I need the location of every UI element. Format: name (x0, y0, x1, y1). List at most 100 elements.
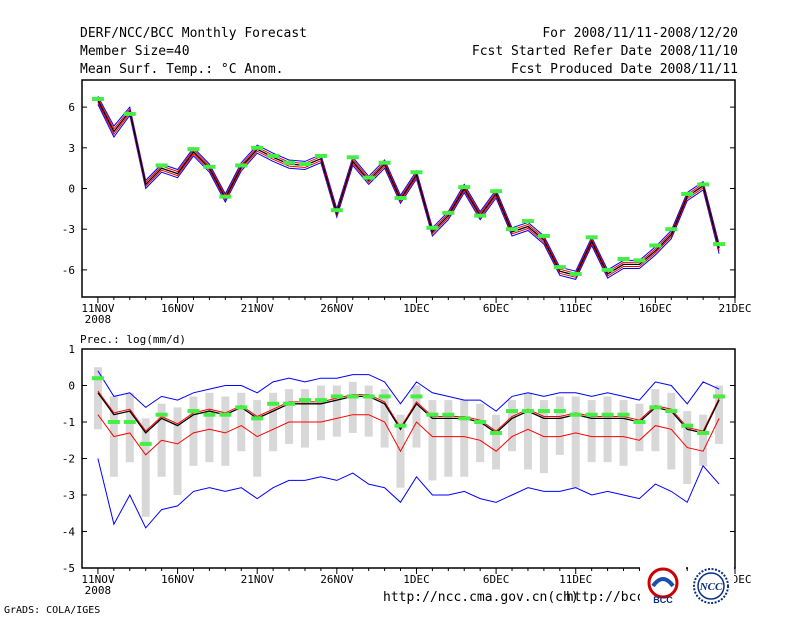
panel2-box-bar (587, 400, 596, 463)
panel1-obs-marker (426, 225, 439, 230)
panel2-box-bar (460, 400, 469, 477)
panel2-obs-marker (569, 412, 582, 417)
bcc-logo-swirl (651, 577, 675, 588)
panel2-obs-marker (458, 416, 471, 421)
panel1-obs-marker (601, 267, 614, 272)
panel2-y-tick-label: -3 (62, 489, 75, 502)
panel1-y-tick-label: 3 (68, 142, 75, 155)
panel2-obs-marker (490, 430, 503, 435)
panel2-box-bar (555, 396, 564, 455)
panel2-box-bar (205, 392, 214, 463)
panel2-obs-marker (123, 420, 136, 424)
panel2-box-bar (715, 385, 724, 444)
panel2-obs-marker (155, 412, 168, 417)
panel2-box-bar (492, 414, 501, 470)
panel1-obs-marker (219, 194, 232, 199)
panel2-obs-marker (362, 394, 375, 399)
panel1-obs-marker (283, 160, 296, 165)
panel2-obs-marker (713, 394, 726, 399)
panel2-obs-marker (426, 412, 439, 417)
panel2-obs-marker (314, 398, 327, 403)
panel1-x-tick-label: 21DEC (718, 302, 751, 315)
panel1-obs-marker (633, 258, 646, 263)
panel1-obs-marker (267, 153, 280, 158)
panel2-obs-marker (585, 412, 598, 417)
panel1-obs-marker (362, 175, 375, 180)
panel2-obs-marker (187, 409, 200, 414)
bcc-logo-ring (647, 567, 679, 599)
panel1-lower-bound-line (97, 104, 720, 280)
panel2-mean-line (97, 392, 720, 434)
panel2-box-bar (316, 385, 325, 441)
grads-credit: GrADS: COLA/IGES (4, 605, 101, 616)
panel2-obs-marker (410, 394, 423, 399)
panel2-obs-marker (537, 409, 550, 414)
panel2-obs-marker (553, 409, 566, 414)
panel1-y-tick-label: 6 (68, 101, 75, 114)
panel2-box-bar (603, 396, 612, 463)
panel1-obs-marker (617, 257, 630, 262)
panel2-box-bar (125, 392, 134, 463)
panel2-obs-marker (283, 401, 296, 406)
panel2-box-bar (508, 400, 517, 452)
panel1-obs-marker (521, 219, 534, 224)
panel1-x-tick-label: 11NOV (81, 302, 114, 315)
panel2-box-bar (93, 367, 102, 430)
panel2-box-bar (269, 392, 278, 452)
ncc-logo-text: NCC (699, 581, 723, 593)
panel2-box-bar (221, 396, 230, 466)
panel1-obs-marker (506, 227, 519, 232)
panel1-obs-marker (298, 162, 311, 167)
panel2-low-line (97, 414, 720, 456)
panel2-y-tick-label: -2 (62, 453, 75, 466)
panel1-obs-marker (681, 191, 694, 196)
panel2-y-tick-label: 0 (68, 380, 75, 393)
panel2-box-bar (412, 385, 421, 448)
panel2-obs-marker (601, 412, 614, 417)
panel2-box-bar (523, 392, 532, 470)
panel2-x-tick-label: 6DEC (483, 573, 510, 586)
member-size: Member Size=40 (80, 44, 190, 59)
panel2-obs-marker (442, 412, 455, 417)
panel1-obs-marker (330, 208, 343, 213)
panel2-box-bar (173, 407, 182, 495)
panel2-box-bar (571, 396, 580, 488)
forecast-start-date: Fcst Started Refer Date 2008/11/10 (471, 44, 738, 59)
panel2-obs-marker (697, 430, 710, 435)
panel1-obs-marker (91, 96, 104, 101)
panel2-max-line (97, 370, 720, 412)
forecast-period: For 2008/11/11-2008/12/20 (542, 26, 738, 41)
panel1-obs-marker (203, 164, 216, 169)
variable-label: Mean Surf. Temp.: °C Anom. (80, 62, 284, 77)
panel1-obs-marker (713, 242, 726, 247)
panel1-obs-marker (490, 189, 503, 194)
panel2-box-bar (667, 392, 676, 470)
panel2-title: Prec.: log(mm/d) (80, 333, 186, 346)
panel2-y-tick-label: -4 (62, 526, 76, 539)
panel2-obs-marker (474, 420, 487, 424)
panel1-obs-marker (553, 265, 566, 270)
panel1-x-tick-label: 1DEC (403, 302, 430, 315)
panel2-x-tick-label: 21NOV (241, 573, 274, 586)
panel2-obs-marker (330, 394, 343, 399)
bcc-logo: BCC (640, 566, 686, 606)
panel2-x-tick-label: 11DEC (559, 573, 592, 586)
panel1-obs-marker (537, 233, 550, 238)
panel2-y-tick-label: 1 (68, 343, 75, 356)
panel1-obs-marker (235, 163, 248, 168)
panel1-mean-line (97, 100, 720, 277)
panel2-obs-marker (649, 405, 662, 410)
panel2-obs-marker (378, 394, 391, 399)
panel1-upper-bound-line (97, 96, 720, 272)
ncc-logo: NCC (688, 566, 734, 606)
panel2-x-year-label: 2008 (85, 584, 112, 597)
ncc-url[interactable]: http://ncc.cma.gov.cn(ch) (383, 590, 579, 605)
forecast-produced-date: Fcst Produced Date 2008/11/11 (511, 62, 738, 77)
panel2-y-tick-label: -5 (62, 562, 75, 575)
bcc-url[interactable]: http://bcc. (566, 590, 653, 605)
panel2-box-bar (635, 403, 644, 452)
panel1-obs-marker (585, 235, 598, 240)
panel2-x-tick-label: 16NOV (161, 573, 194, 586)
panel2-obs-marker (267, 401, 280, 406)
